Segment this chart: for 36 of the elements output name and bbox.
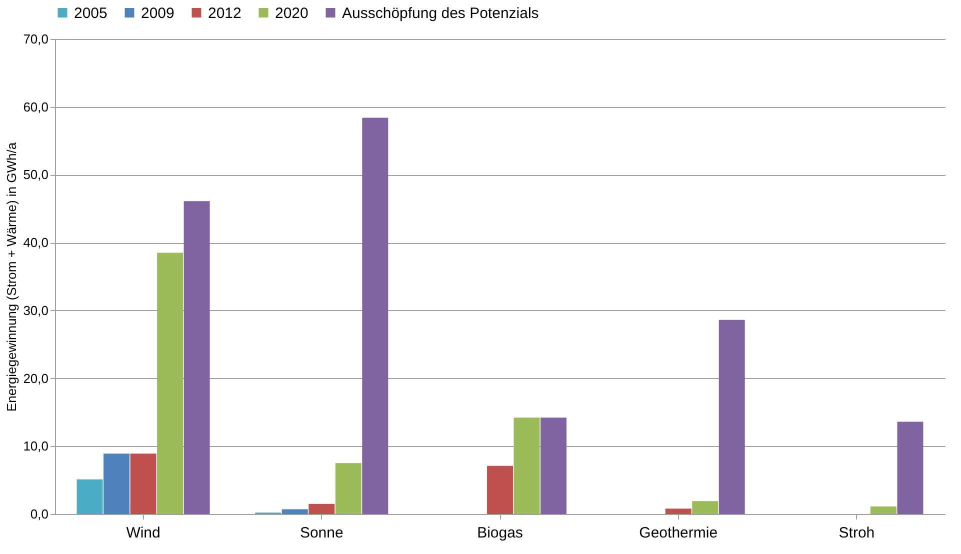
legend-label: 2012 [208, 4, 242, 22]
y-tick-label: 50,0 [23, 167, 48, 182]
bar [184, 201, 210, 514]
bar [157, 252, 184, 514]
bar [104, 454, 130, 514]
bar [282, 509, 308, 514]
y-tick-label: 70,0 [23, 32, 48, 46]
bar [362, 118, 388, 514]
y-tick-label: 0,0 [30, 506, 48, 522]
x-tick-label: Stroh [838, 524, 875, 542]
bar [308, 504, 335, 514]
bar [76, 479, 103, 514]
bar [514, 418, 540, 514]
y-tick-label: 20,0 [23, 370, 48, 386]
legend-label: Ausschöpfung des Potenzials [342, 4, 539, 22]
x-tick-label: Wind [126, 524, 160, 542]
bar [665, 508, 692, 514]
x-tick-label: Geothermie [639, 524, 718, 542]
y-tick-label: 10,0 [23, 438, 48, 454]
y-tick-label: 30,0 [23, 302, 48, 318]
bar [540, 418, 567, 514]
bar [130, 454, 156, 514]
bar [335, 463, 362, 514]
bar [692, 501, 718, 514]
y-tick-label: 60,0 [23, 99, 48, 114]
y-axis-title: Energiegewinnung (Strom + Wärme) in GWh/a [4, 142, 20, 412]
legend-label: 2005 [74, 4, 108, 22]
legend-label: 2020 [275, 4, 308, 22]
y-tick-label: 40,0 [23, 235, 48, 250]
bar [487, 466, 513, 514]
x-tick-label: Sonne [300, 524, 344, 542]
x-tick-label: Biogas [477, 524, 523, 542]
legend-label: 2009 [141, 4, 174, 22]
bar [718, 320, 745, 514]
bar [870, 506, 896, 514]
bar [897, 422, 924, 514]
